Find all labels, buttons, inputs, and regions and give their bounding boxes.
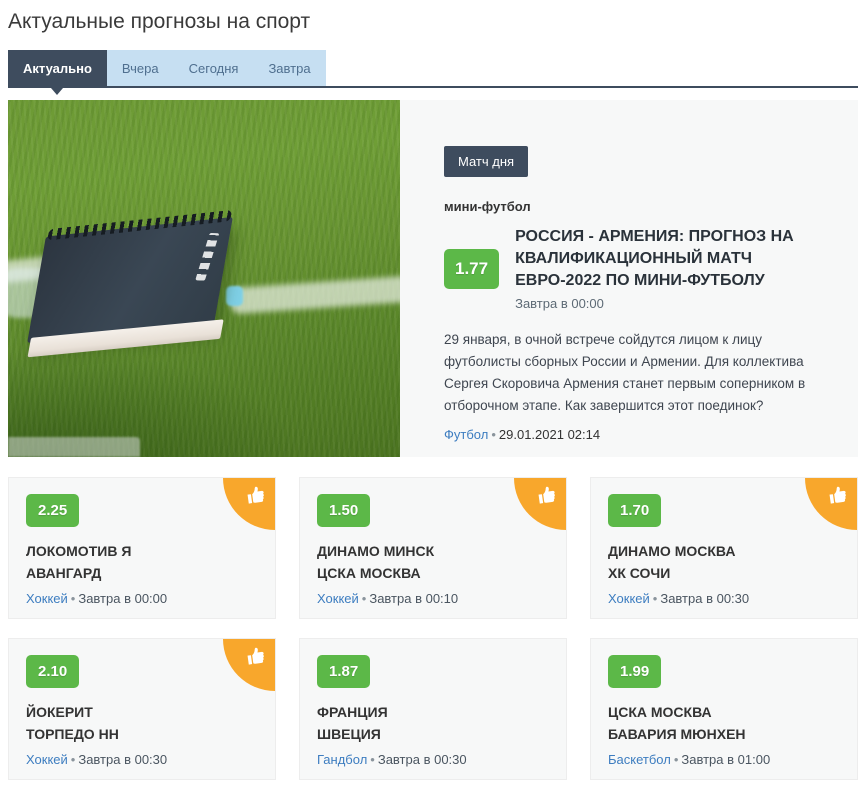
card-meta: Хоккей • Завтра в 00:00 bbox=[26, 591, 258, 606]
hero-content: Матч дня мини-футбол 1.77 РОССИЯ - АРМЕН… bbox=[400, 100, 858, 457]
team-home: ФРАНЦИЯ bbox=[317, 704, 388, 720]
tab-bar: Актуально Вчера Сегодня Завтра bbox=[8, 50, 858, 95]
odds-badge: 1.77 bbox=[444, 248, 500, 289]
card-meta: Хоккей • Завтра в 00:30 bbox=[26, 752, 258, 767]
tab-tomorrow[interactable]: Завтра bbox=[268, 60, 311, 76]
hero-photo[interactable] bbox=[8, 100, 400, 457]
prediction-card[interactable]: 2.25 ЛОКОМОТИВ Я АВАНГАРД Хоккей • Завтра … bbox=[8, 477, 276, 619]
thumb-up-icon bbox=[827, 484, 850, 507]
thumb-up-icon bbox=[245, 484, 268, 507]
card-meta: Хоккей • Завтра в 00:30 bbox=[608, 591, 840, 606]
team-away: ЦСКА МОСКВА bbox=[317, 565, 421, 581]
odds-badge: 1.87 bbox=[317, 655, 371, 688]
team-away: ТОРПЕДО НН bbox=[26, 726, 119, 742]
card-teams: ЙОКЕРИТ ТОРПЕДО НН bbox=[26, 701, 258, 745]
card-teams: ФРАНЦИЯ ШВЕЦИЯ bbox=[317, 701, 549, 745]
prediction-card[interactable]: 1.50 ДИНАМО МИНСК ЦСКА МОСКВА Хоккей • Зав… bbox=[299, 477, 567, 619]
thumb-up-icon bbox=[536, 484, 559, 507]
hero-category: мини-футбол bbox=[444, 199, 531, 214]
odds-badge: 1.70 bbox=[608, 494, 662, 527]
hero-title-link[interactable]: РОССИЯ - АРМЕНИЯ: ПРОГНОЗ НА КВАЛИФИКАЦИ… bbox=[515, 228, 794, 289]
tab-today[interactable]: Сегодня bbox=[188, 60, 239, 76]
card-time: Завтра в 00:30 bbox=[78, 752, 168, 767]
prediction-card[interactable]: 1.99 ЦСКА МОСКВА БАВАРИЯ МЮНХЕН Баскетбо… bbox=[590, 638, 858, 780]
match-of-day-card[interactable]: Матч дня мини-футбол 1.77 РОССИЯ - АРМЕН… bbox=[8, 100, 858, 457]
prediction-card[interactable]: 1.70 ДИНАМО МОСКВА ХК СОЧИ Хоккей • Завтра… bbox=[590, 477, 858, 619]
bullet-separator: • bbox=[370, 752, 375, 767]
sport-link[interactable]: Хоккей bbox=[317, 591, 359, 606]
notebook-pages bbox=[27, 319, 224, 358]
notebook-logo bbox=[195, 232, 220, 281]
photo-watermark bbox=[8, 437, 140, 457]
sport-link[interactable]: Хоккей bbox=[26, 752, 68, 767]
bullet-separator: • bbox=[70, 591, 76, 606]
hero-datetime: 29.01.2021 02:14 bbox=[498, 427, 601, 442]
predictions-grid: 2.25 ЛОКОМОТИВ Я АВАНГАРД Хоккей • Завтра … bbox=[8, 477, 858, 780]
team-away: ШВЕЦИЯ bbox=[317, 726, 381, 742]
team-home: ЙОКЕРИТ bbox=[26, 704, 93, 720]
hero-time: Завтра в 00:00 bbox=[515, 296, 604, 311]
tab-actual[interactable]: Актуально bbox=[8, 50, 107, 95]
card-time: Завтра в 00:30 bbox=[660, 591, 750, 606]
card-teams: ЦСКА МОСКВА БАВАРИЯ МЮНХЕН bbox=[608, 701, 840, 745]
card-teams: ДИНАМО МОСКВА ХК СОЧИ bbox=[608, 540, 840, 584]
sport-link[interactable]: Футбол bbox=[444, 427, 489, 442]
card-meta: Гандбол • Завтра в 00:30 bbox=[317, 752, 549, 767]
tab-yesterday[interactable]: Вчера bbox=[121, 60, 159, 76]
team-home: ДИНАМО МИНСК bbox=[317, 543, 435, 559]
chalk-line bbox=[229, 275, 400, 315]
odds-badge: 1.50 bbox=[317, 494, 371, 527]
card-time: Завтра в 00:10 bbox=[369, 591, 459, 606]
bullet-separator: • bbox=[673, 752, 679, 767]
odds-badge: 1.99 bbox=[608, 655, 662, 688]
notebook-spiral bbox=[47, 209, 233, 241]
sport-link[interactable]: Баскетбол bbox=[608, 752, 671, 767]
team-away: АВАНГАРД bbox=[26, 565, 102, 581]
match-of-day-badge: Матч дня bbox=[444, 146, 529, 177]
bullet-separator: • bbox=[491, 427, 496, 442]
sport-link[interactable]: Гандбол bbox=[317, 752, 368, 767]
card-time: Завтра в 00:30 bbox=[377, 752, 467, 767]
prediction-card[interactable]: 2.10 ЙОКЕРИТ ТОРПЕДО НН Хоккей • Завтра в … bbox=[8, 638, 276, 780]
page-title: Актуальные прогнозы на спорт bbox=[8, 10, 311, 33]
coach-notebook bbox=[27, 209, 233, 358]
bullet-separator: • bbox=[70, 752, 76, 767]
prediction-card[interactable]: 1.87 ФРАНЦИЯ ШВЕЦИЯ Гандбол • Завтра в 00:… bbox=[299, 638, 567, 780]
team-home: ЛОКОМОТИВ Я bbox=[26, 543, 132, 559]
team-home: ЦСКА МОСКВА bbox=[608, 704, 712, 720]
sport-link[interactable]: Хоккей bbox=[608, 591, 650, 606]
thumb-up-icon bbox=[245, 645, 268, 668]
sport-link[interactable]: Хоккей bbox=[26, 591, 68, 606]
card-teams: ЛОКОМОТИВ Я АВАНГАРД bbox=[26, 540, 258, 584]
hero-meta: Футбол • 29.01.2021 02:14 bbox=[444, 427, 830, 442]
odds-badge: 2.10 bbox=[26, 655, 80, 688]
hero-description: 29 января, в очной встрече сойдутся лицо… bbox=[444, 332, 806, 413]
card-time: Завтра в 00:00 bbox=[78, 591, 168, 606]
team-home: ДИНАМО МОСКВА bbox=[608, 543, 736, 559]
bullet-separator: • bbox=[361, 591, 367, 606]
odds-badge: 2.25 bbox=[26, 494, 80, 527]
card-time: Завтра в 01:00 bbox=[681, 752, 771, 767]
team-away: ХК СОЧИ bbox=[608, 565, 671, 581]
card-meta: Баскетбол • Завтра в 01:00 bbox=[608, 752, 840, 767]
card-teams: ДИНАМО МИНСК ЦСКА МОСКВА bbox=[317, 540, 549, 584]
bullet-separator: • bbox=[652, 591, 658, 606]
bottle-cap bbox=[226, 286, 243, 306]
team-away: БАВАРИЯ МЮНХЕН bbox=[608, 726, 746, 742]
card-meta: Хоккей • Завтра в 00:10 bbox=[317, 591, 549, 606]
